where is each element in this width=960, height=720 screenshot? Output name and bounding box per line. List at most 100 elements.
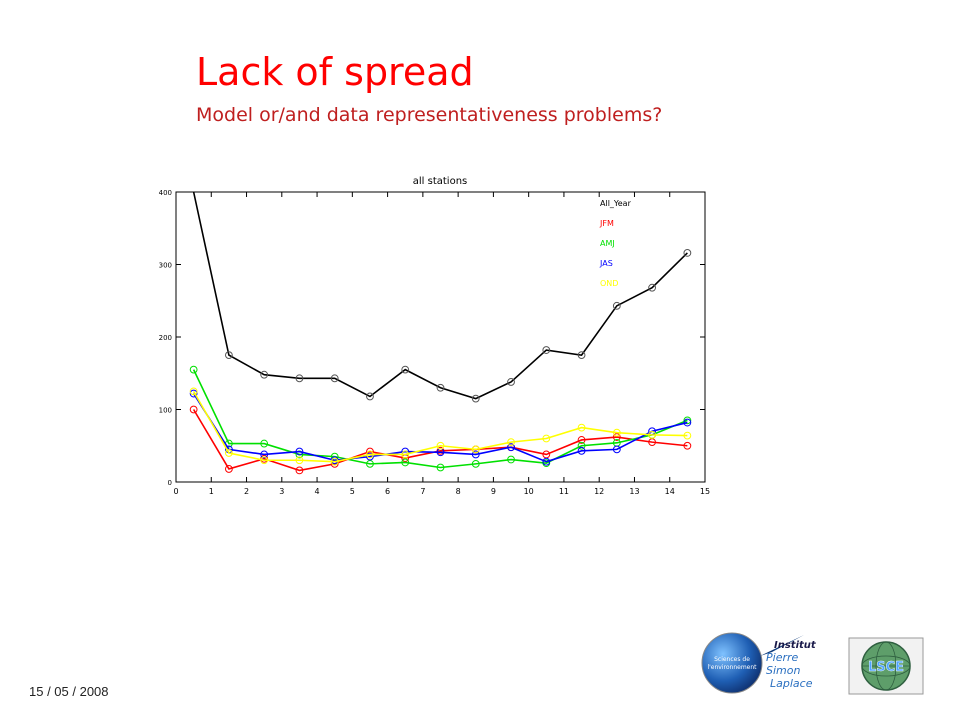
data-point	[612, 445, 621, 454]
sciences-logo-line-2: l'environnement	[707, 664, 757, 671]
data-point	[577, 351, 586, 360]
x-tick-label: 1	[209, 487, 214, 496]
data-point	[225, 351, 233, 360]
x-tick-label: 10	[524, 487, 534, 496]
data-point	[330, 457, 339, 466]
y-tick-label: 300	[159, 262, 172, 270]
ipsl-swoosh-icon	[760, 635, 804, 656]
y-tick-label: 200	[159, 334, 172, 342]
data-point	[436, 441, 445, 450]
series-all-year	[192, 191, 692, 403]
data-point	[612, 428, 621, 437]
series-line	[192, 390, 688, 463]
data-point	[330, 374, 339, 383]
data-point	[260, 439, 269, 448]
data-point	[295, 466, 304, 475]
data-point	[648, 430, 656, 439]
data-point	[366, 452, 374, 461]
sciences-logo-line-1: Sciences de	[714, 656, 750, 663]
data-point	[401, 458, 410, 467]
x-tick-label: 8	[456, 487, 461, 496]
series-line	[192, 409, 688, 472]
data-point	[683, 418, 692, 427]
slide-subtitle: Model or/and data representativeness pro…	[196, 104, 663, 126]
data-point	[612, 433, 621, 441]
x-tick-label: 15	[700, 487, 710, 496]
data-point	[366, 392, 374, 401]
data-point	[577, 436, 586, 444]
series-ond	[189, 387, 692, 466]
series-lines	[189, 191, 692, 475]
legend-label: JAS	[599, 259, 613, 268]
y-tick-label: 400	[159, 189, 172, 197]
x-tick-label: 4	[315, 487, 320, 496]
x-tick-label: 3	[279, 487, 284, 496]
line-chart: all stations 0 1 2 3 4 5 6 7 8 9 10 11 12 13 14 1501002…	[159, 176, 710, 496]
data-point	[401, 365, 410, 374]
data-point	[577, 423, 586, 432]
data-point	[542, 346, 551, 354]
series-line	[192, 369, 688, 469]
data-point	[683, 249, 692, 257]
data-point	[577, 441, 586, 450]
legend-label: OND	[600, 279, 618, 288]
lsce-logo-text: LSCE	[868, 660, 904, 675]
data-point	[295, 447, 304, 456]
x-tick-label: 13	[629, 487, 639, 496]
x-tick-label: 2	[244, 487, 249, 496]
data-point	[471, 394, 480, 403]
legend-label: All_Year	[600, 199, 632, 208]
data-point	[507, 438, 515, 447]
data-point	[683, 441, 692, 450]
data-point	[225, 465, 233, 473]
chart-legend: All_Year JFM AMJ JAS OND	[599, 199, 632, 288]
legend-label: AMJ	[600, 239, 615, 248]
ipsl-logo-line-4: Laplace	[770, 677, 813, 690]
data-point	[507, 455, 515, 464]
data-point	[189, 387, 198, 396]
data-point	[471, 445, 480, 454]
x-tick-label: 14	[665, 487, 675, 496]
data-point	[260, 456, 269, 465]
data-point	[225, 449, 233, 457]
data-point	[295, 374, 304, 383]
data-point	[471, 459, 480, 468]
x-tick-label: 6	[385, 487, 390, 496]
series-jas	[189, 389, 692, 466]
data-point	[577, 446, 586, 455]
data-point	[542, 434, 551, 443]
legend-label: JFM	[599, 219, 614, 228]
ipsl-logo-line-3: Simon	[766, 664, 800, 677]
x-tick-label: 7	[420, 487, 425, 496]
y-tick-label: 100	[159, 407, 172, 415]
data-point	[648, 283, 656, 292]
lsce-logo: LSCE	[848, 637, 924, 695]
data-point	[542, 457, 551, 466]
series-line	[192, 191, 688, 400]
data-point	[471, 450, 480, 459]
data-point	[260, 370, 269, 379]
ipsl-logo-line-1: Institut	[774, 640, 817, 651]
data-point	[683, 416, 692, 425]
data-point	[507, 443, 515, 452]
ipsl-logo-line-2: Pierre	[766, 651, 799, 664]
y-tick-label: 0	[168, 479, 172, 487]
data-point	[683, 431, 692, 440]
data-point	[295, 456, 304, 465]
data-point	[366, 450, 374, 459]
slide-date: 15 / 05 / 2008	[29, 684, 109, 699]
x-tick-label: 9	[491, 487, 496, 496]
data-point	[507, 378, 515, 386]
x-tick-label: 12	[594, 487, 604, 496]
series-line	[192, 393, 688, 463]
x-tick-label: 11	[559, 487, 569, 496]
data-point	[612, 301, 621, 310]
ipsl-logo: Sciences de l'environnement Institut Pie…	[701, 632, 817, 694]
data-point	[436, 463, 445, 472]
data-point	[436, 383, 445, 392]
chart-title: all stations	[413, 176, 468, 187]
slide-title: Lack of spread	[196, 50, 474, 94]
data-point	[401, 450, 410, 459]
data-point	[189, 365, 198, 374]
